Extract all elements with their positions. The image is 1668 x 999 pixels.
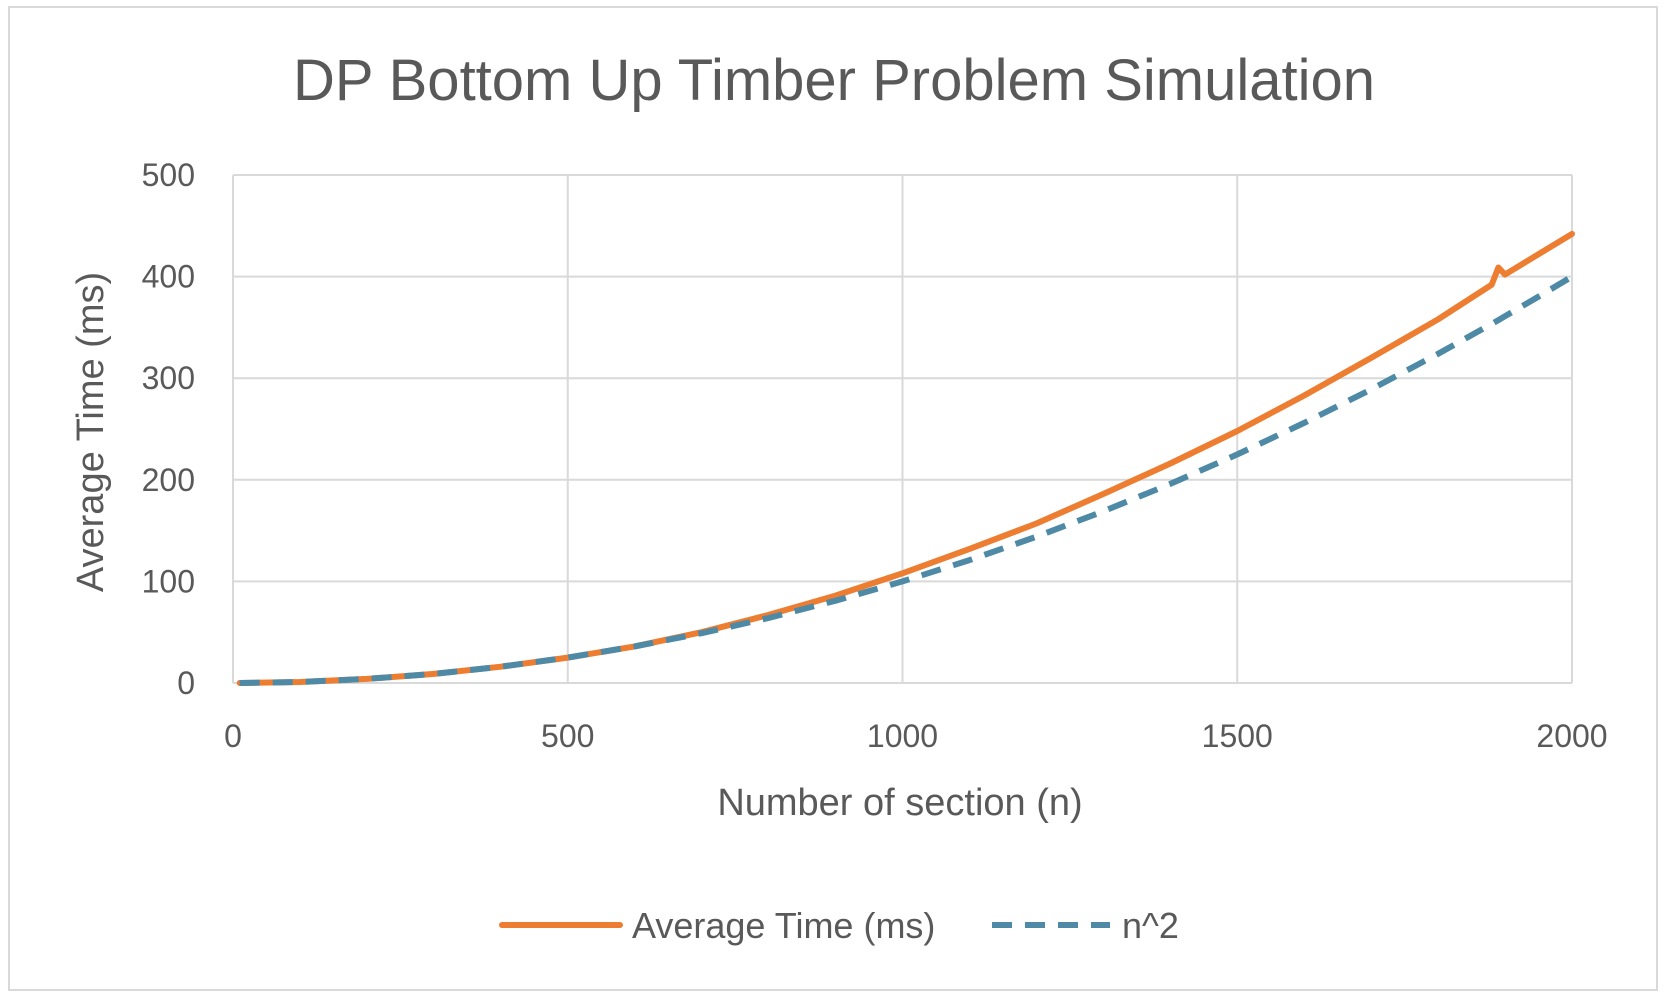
y-tick-label: 0 xyxy=(177,665,195,701)
x-axis-title: Number of section (n) xyxy=(717,782,1082,824)
series-layer xyxy=(236,230,1575,686)
chart-title: DP Bottom Up Timber Problem Simulation xyxy=(293,48,1375,113)
gridlines xyxy=(232,174,1573,684)
series-line-n-squared xyxy=(239,274,1574,686)
series-line-average-time xyxy=(236,230,1575,686)
y-tick-label: 200 xyxy=(142,462,195,498)
y-axis-ticks: 0 100 200 300 400 500 xyxy=(142,157,195,701)
y-tick-label: 400 xyxy=(142,259,195,295)
y-tick-label: 100 xyxy=(142,563,195,599)
x-tick-label: 500 xyxy=(541,718,594,754)
y-tick-label: 300 xyxy=(142,360,195,396)
legend-label-n-squared: n^2 xyxy=(1122,905,1179,946)
x-tick-label: 1000 xyxy=(867,718,938,754)
legend: Average Time (ms) n^2 xyxy=(499,905,1179,946)
y-tick-label: 500 xyxy=(142,157,195,193)
y-axis-title: Average Time (ms) xyxy=(70,272,112,592)
legend-label-average-time: Average Time (ms) xyxy=(632,905,935,946)
x-tick-label: 0 xyxy=(224,718,242,754)
chart-frame xyxy=(8,6,1658,991)
x-axis-ticks: 0 500 1000 1500 2000 xyxy=(224,718,1607,754)
x-tick-label: 2000 xyxy=(1536,718,1607,754)
x-tick-label: 1500 xyxy=(1202,718,1273,754)
